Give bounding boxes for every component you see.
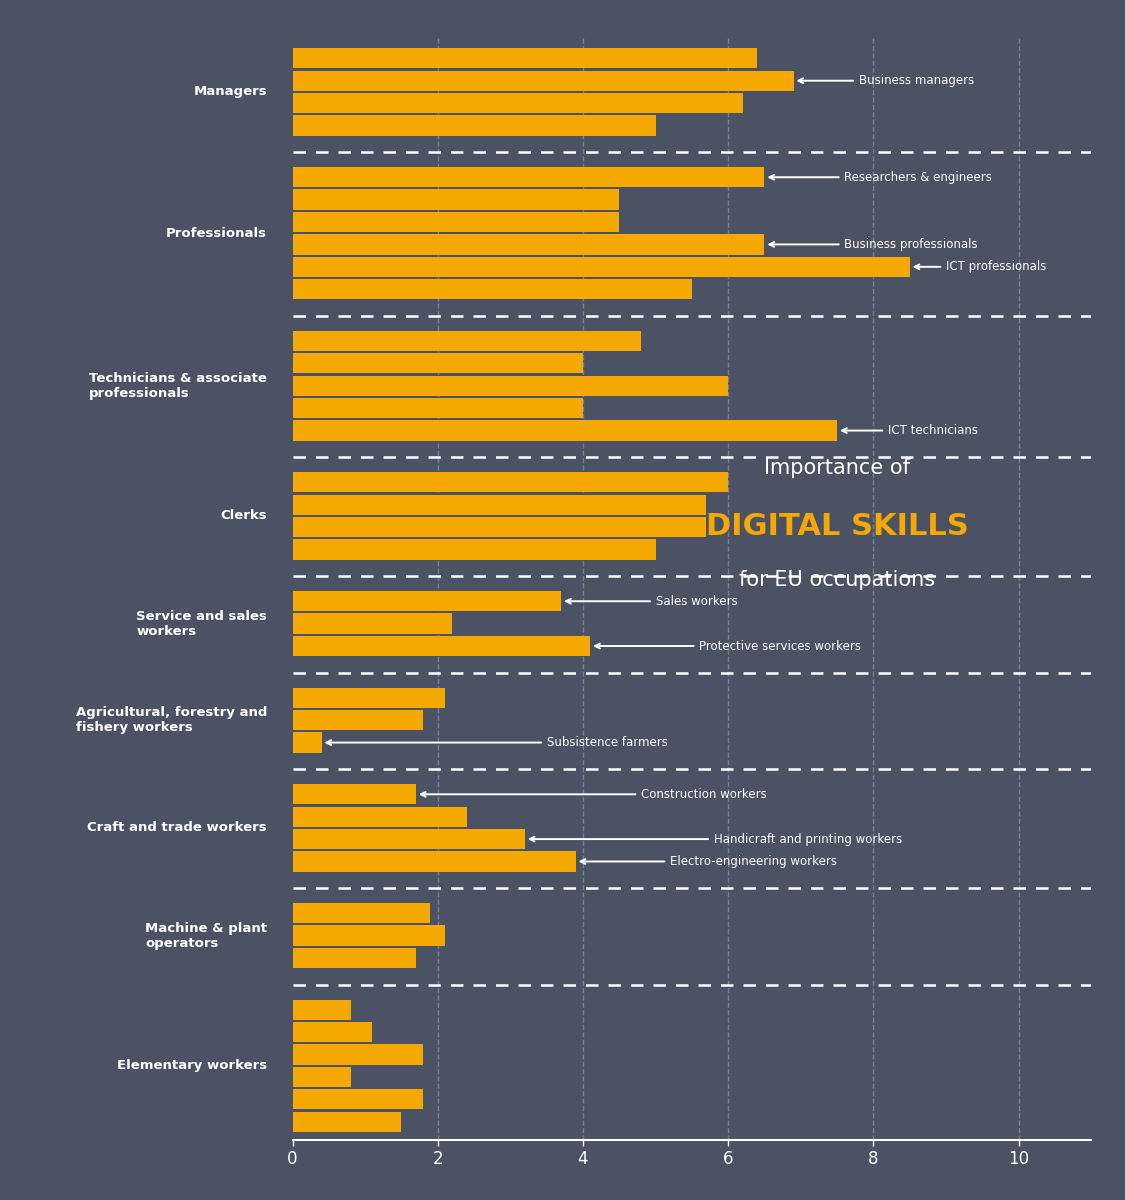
- Text: for EU occupations: for EU occupations: [739, 570, 935, 590]
- Bar: [292, 71, 793, 91]
- Bar: [292, 1090, 423, 1110]
- Text: Electro-engineering workers: Electro-engineering workers: [580, 854, 837, 868]
- Bar: [292, 688, 446, 708]
- Bar: [292, 636, 591, 656]
- Bar: [292, 1111, 402, 1132]
- Bar: [292, 353, 583, 373]
- Bar: [292, 494, 706, 515]
- Bar: [292, 613, 452, 634]
- Bar: [292, 234, 765, 254]
- Text: Business managers: Business managers: [799, 74, 974, 88]
- Bar: [292, 806, 467, 827]
- Text: Handicraft and printing workers: Handicraft and printing workers: [530, 833, 902, 846]
- Bar: [292, 1044, 423, 1064]
- Bar: [292, 1022, 372, 1043]
- Text: Sales workers: Sales workers: [566, 595, 737, 607]
- Bar: [292, 539, 656, 559]
- Text: Protective services workers: Protective services workers: [595, 640, 861, 653]
- Text: Elementary workers: Elementary workers: [117, 1060, 267, 1073]
- Bar: [292, 92, 742, 113]
- Bar: [292, 257, 910, 277]
- Bar: [292, 829, 525, 850]
- Text: Professionals: Professionals: [166, 227, 267, 240]
- Bar: [292, 48, 757, 68]
- Bar: [292, 115, 656, 136]
- Text: Craft and trade workers: Craft and trade workers: [88, 821, 267, 834]
- Text: Researchers & engineers: Researchers & engineers: [770, 170, 992, 184]
- Text: Agricultural, forestry and
fishery workers: Agricultural, forestry and fishery worke…: [75, 706, 267, 734]
- Text: Subsistence farmers: Subsistence farmers: [326, 736, 667, 749]
- Bar: [292, 167, 765, 187]
- Text: Construction workers: Construction workers: [421, 787, 767, 800]
- Bar: [292, 190, 619, 210]
- Text: Technicians & associate
professionals: Technicians & associate professionals: [89, 372, 267, 400]
- Text: Business professionals: Business professionals: [770, 238, 978, 251]
- Bar: [292, 904, 431, 923]
- Bar: [292, 398, 583, 419]
- Bar: [292, 732, 322, 752]
- Bar: [292, 420, 837, 440]
- Text: Importance of: Importance of: [764, 458, 910, 478]
- Bar: [292, 784, 416, 804]
- Bar: [292, 517, 706, 538]
- Text: DIGITAL SKILLS: DIGITAL SKILLS: [705, 512, 969, 541]
- Bar: [292, 1000, 351, 1020]
- Bar: [292, 851, 576, 871]
- Text: ICT technicians: ICT technicians: [842, 424, 978, 437]
- Bar: [292, 212, 619, 232]
- Bar: [292, 376, 728, 396]
- Bar: [292, 592, 561, 611]
- Text: ICT professionals: ICT professionals: [915, 260, 1046, 274]
- Text: Service and sales
workers: Service and sales workers: [136, 610, 267, 637]
- Bar: [292, 710, 423, 731]
- Bar: [292, 1067, 351, 1087]
- Text: Machine & plant
operators: Machine & plant operators: [145, 922, 267, 949]
- Text: Managers: Managers: [193, 85, 267, 98]
- Bar: [292, 331, 641, 352]
- Bar: [292, 280, 692, 299]
- Text: Clerks: Clerks: [220, 509, 267, 522]
- Bar: [292, 925, 446, 946]
- Bar: [292, 472, 728, 492]
- Bar: [292, 948, 416, 968]
